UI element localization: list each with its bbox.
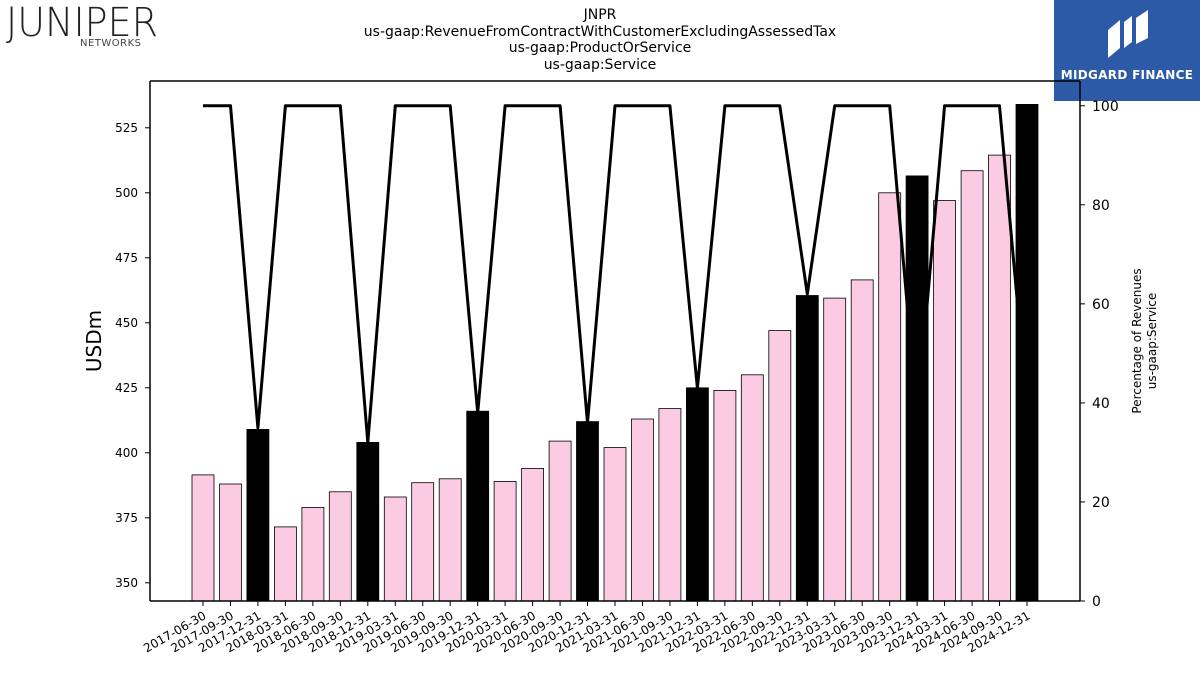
y2-tick-label-100: 100 [1092,99,1119,115]
bar-2018-12-31 [356,441,380,602]
y-tick-label-425: 425 [115,381,138,395]
bar-2023-03-31 [823,297,847,602]
y-tick-label-450: 450 [115,316,138,330]
bar-2024-09-30 [988,154,1011,602]
bar-2021-09-30 [658,408,682,602]
bar-2019-12-31 [466,410,490,602]
bar-2020-06-30 [521,467,544,602]
midgard-finance-logo-text: MIDGARD FINANCE [1060,68,1194,82]
bar-2024-06-30 [960,170,984,602]
y-tick-label-400: 400 [115,446,138,460]
bar-2020-03-31 [493,480,517,602]
bar-2018-09-30 [328,491,352,602]
juniper-logo: JUNIPER NETWORKS [4,0,164,50]
y-tick-label-475: 475 [115,251,138,265]
bar-2021-06-30 [631,418,654,602]
y2-tick-label-60: 60 [1092,297,1110,313]
y-tick-label-500: 500 [115,186,138,200]
bar-2021-03-31 [603,447,627,602]
chart-title-ticker: JNPR [583,7,617,23]
bar-2022-03-31 [713,389,737,602]
bar-2022-09-30 [768,330,792,602]
juniper-logo-subtext: NETWORKS [80,38,142,49]
bar-2019-09-30 [438,478,462,602]
bar-2018-06-30 [301,506,325,602]
bar-2018-03-31 [273,526,297,602]
chart-title-concept: us-gaap:RevenueFromContractWithCustomerE… [363,23,837,40]
y2-axis-label-line1: Percentage of Revenues [1130,268,1144,413]
bar-2020-12-31 [576,421,599,602]
bar-2017-06-30 [191,474,215,602]
y-axis-label: USDm [82,310,106,372]
chart-title-axis: us-gaap:ProductOrService [508,40,692,56]
bar-2023-12-31 [905,175,929,602]
midgard-finance-logo: MIDGARD FINANCE [1054,0,1200,101]
bar-2022-12-31 [795,295,819,602]
bar-2023-06-30 [850,279,874,602]
y-tick-label-350: 350 [115,576,138,590]
y2-tick-label-0: 0 [1092,594,1101,610]
y-tick-label-375: 375 [115,511,138,525]
bar-2017-12-31 [246,428,270,602]
chart-title-member: us-gaap:Service [543,56,657,73]
bar-2020-09-30 [548,440,572,602]
y2-tick-label-80: 80 [1092,198,1110,214]
y2-tick-label-20: 20 [1092,495,1110,511]
bar-2024-12-31 [1015,104,1039,602]
y-tick-label-525: 525 [115,121,138,135]
bar-2023-09-30 [878,192,902,602]
bar-2022-06-30 [740,374,764,602]
bar-2019-03-31 [383,496,407,602]
y2-axis-label-line2: us-gaap:Service [1145,293,1159,390]
juniper-logo-text: JUNIPER [6,2,158,46]
bar-2024-03-31 [933,200,956,602]
y2-tick-label-40: 40 [1092,396,1110,412]
bar-2019-06-30 [411,482,435,602]
midgard-emblem-icon [1108,10,1148,58]
service-percentage-line [203,104,1029,444]
line-layer [203,104,1029,444]
bar-2017-09-30 [219,483,242,602]
bar-group [191,104,1039,602]
bar-2021-12-31 [686,387,709,602]
